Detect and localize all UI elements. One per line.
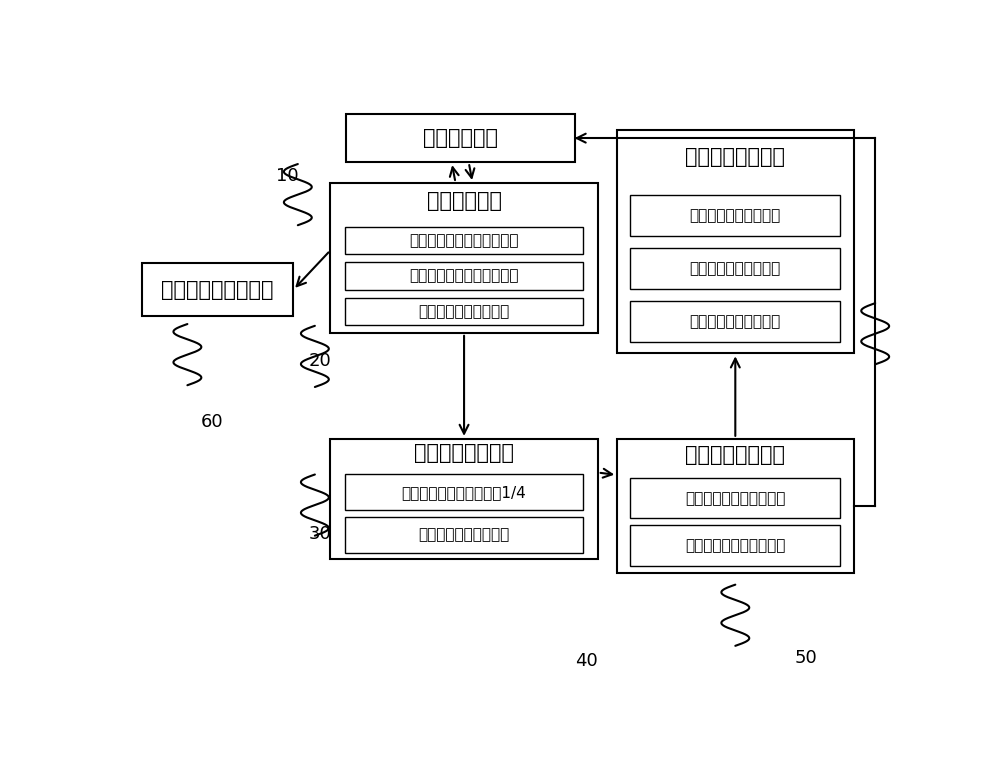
FancyBboxPatch shape <box>345 516 583 553</box>
FancyBboxPatch shape <box>617 439 854 573</box>
Text: 匀速中的速度曲线处理: 匀速中的速度曲线处理 <box>690 261 781 276</box>
Text: 过热恢复预设温度判别: 过热恢复预设温度判别 <box>418 304 510 319</box>
Text: 调制方式切换模块: 调制方式切换模块 <box>685 445 785 465</box>
FancyBboxPatch shape <box>345 474 583 510</box>
Text: 载波频率切换模块: 载波频率切换模块 <box>414 443 514 463</box>
Text: 过热保护第一预设温度判别: 过热保护第一预设温度判别 <box>409 233 519 248</box>
Text: 速度曲线处理模块: 速度曲线处理模块 <box>685 147 785 167</box>
FancyBboxPatch shape <box>630 196 840 236</box>
Text: 40: 40 <box>575 652 598 670</box>
FancyBboxPatch shape <box>345 227 583 254</box>
FancyBboxPatch shape <box>330 439 598 559</box>
FancyBboxPatch shape <box>630 478 840 518</box>
Text: 加速中的速度曲线处理: 加速中的速度曲线处理 <box>690 209 781 223</box>
FancyBboxPatch shape <box>630 301 840 342</box>
FancyBboxPatch shape <box>142 264 293 316</box>
Text: 20: 20 <box>309 352 332 370</box>
Text: 温度检测模块: 温度检测模块 <box>423 128 498 148</box>
Text: 降低载波频率至预设值的1/4: 降低载波频率至预设值的1/4 <box>402 484 526 500</box>
FancyBboxPatch shape <box>346 114 574 162</box>
Text: 30: 30 <box>309 525 332 543</box>
Text: 50: 50 <box>794 649 817 667</box>
Text: 停止变频器输出模块: 停止变频器输出模块 <box>161 280 274 300</box>
Text: 减速中的速度曲线处理: 减速中的速度曲线处理 <box>690 314 781 329</box>
Text: 两相调制切换至三相调制: 两相调制切换至三相调制 <box>685 538 786 553</box>
Text: 60: 60 <box>200 413 223 432</box>
FancyBboxPatch shape <box>617 130 854 354</box>
Text: 恢复载波频率至预设值: 恢复载波频率至预设值 <box>418 527 510 542</box>
FancyBboxPatch shape <box>345 262 583 290</box>
FancyBboxPatch shape <box>630 526 840 566</box>
FancyBboxPatch shape <box>345 297 583 325</box>
Text: 三相调制切换至两相调制: 三相调制切换至两相调制 <box>685 490 786 506</box>
Text: 10: 10 <box>276 167 299 186</box>
FancyBboxPatch shape <box>630 248 840 289</box>
Text: 温度判别模块: 温度判别模块 <box>427 191 502 211</box>
Text: 过热保护第二预设温度判别: 过热保护第二预设温度判别 <box>409 268 519 283</box>
FancyBboxPatch shape <box>330 183 598 333</box>
